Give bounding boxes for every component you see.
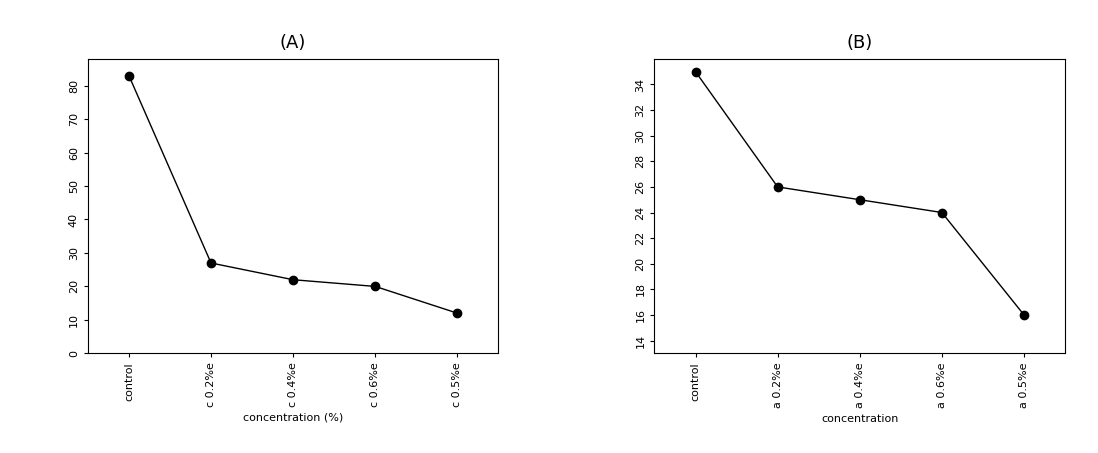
X-axis label: concentration: concentration	[821, 414, 898, 424]
X-axis label: concentration (%): concentration (%)	[243, 413, 344, 423]
Title: (A): (A)	[280, 34, 306, 52]
Title: (B): (B)	[847, 34, 873, 52]
